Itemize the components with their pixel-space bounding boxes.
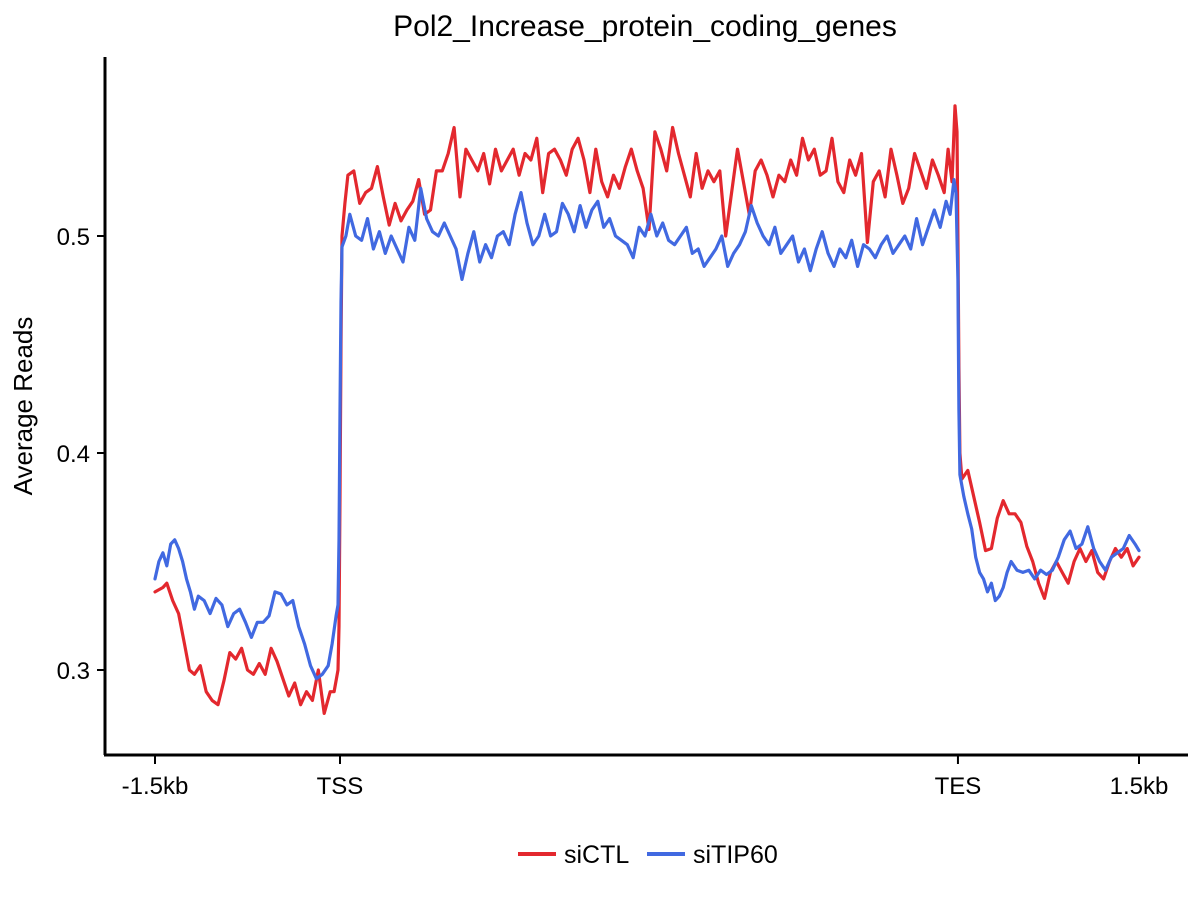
series-line-sictl [153,104,1141,715]
plot-lines [153,104,1141,715]
legend-label-sitip60: siTIP60 [693,841,778,869]
legend-label-sictl: siCTL [564,841,629,869]
x-tick-label: TSS [317,773,364,800]
y-tick-label: 0.3 [57,658,90,685]
y-tick-label: 0.4 [57,441,90,468]
y-tick-label: 0.5 [57,224,90,251]
x-ticks: -1.5kb TSS TES 1.5kb [122,755,1169,800]
series-line-sitip60 [153,178,1141,681]
x-tick-label: -1.5kb [122,773,189,800]
y-axis-label: Average Reads [8,317,38,496]
chart-title: Pol2_Increase_protein_coding_genes [393,10,897,43]
x-tick-label: TES [935,773,982,800]
x-tick-label: 1.5kb [1110,773,1169,800]
legend: siCTL siTIP60 [518,841,778,869]
y-ticks: 0.3 0.4 0.5 [57,224,105,685]
